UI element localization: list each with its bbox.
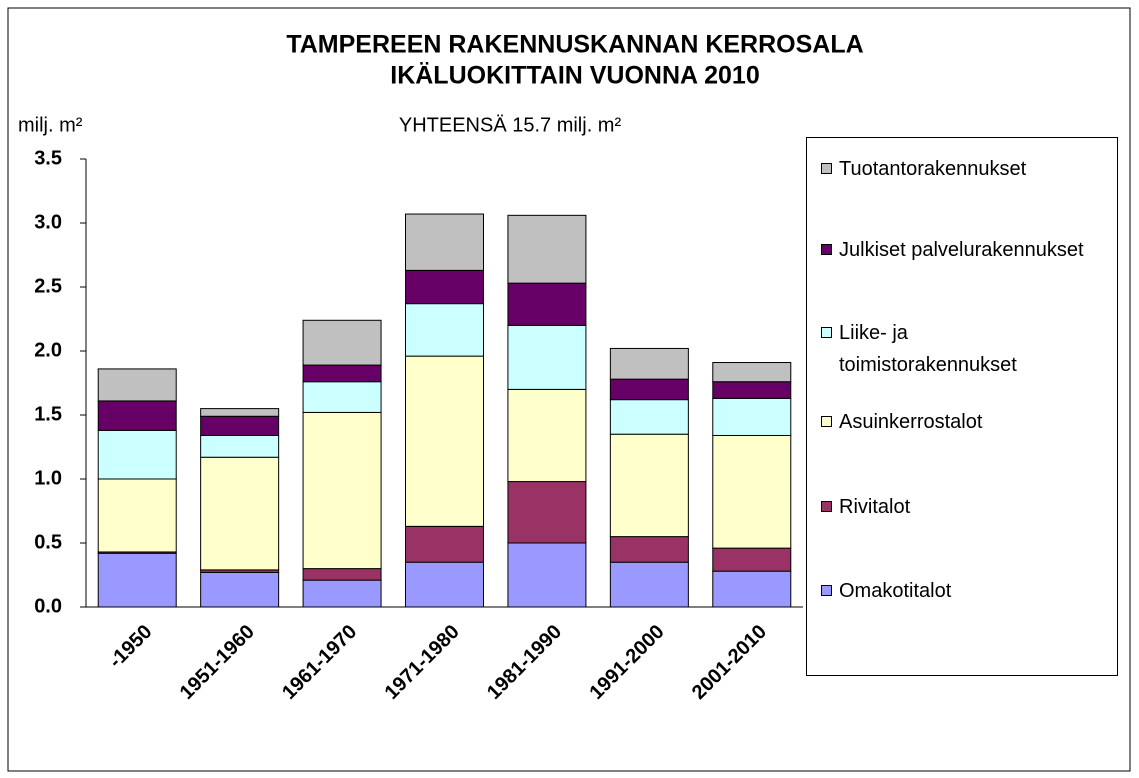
bar-segment — [712, 381, 792, 399]
y-axis-label: milj. m² — [18, 114, 83, 136]
legend-swatch — [821, 501, 832, 512]
chart-title: IKÄLUOKITTAIN VUONNA 2010 — [390, 62, 759, 90]
bar-segment — [405, 525, 484, 563]
bar-segment — [302, 568, 382, 581]
bar-segment — [712, 397, 792, 436]
bar-segment — [97, 429, 177, 480]
bar-segment — [97, 552, 177, 608]
bar-segment — [405, 269, 484, 305]
bar-segment — [200, 408, 280, 417]
bar-segment — [609, 536, 689, 563]
bar-segment — [405, 561, 484, 608]
legend-entry: Tuotantorakennukset — [821, 153, 1089, 185]
legend-label: Julkiset palvelurakennukset — [839, 239, 1084, 261]
bar-segment — [405, 213, 484, 271]
y-tick-label: 2.0 — [34, 339, 62, 361]
bar-segment — [200, 571, 280, 608]
bar-segment — [507, 214, 587, 284]
bar-segment — [302, 319, 382, 366]
bar-segment — [712, 362, 792, 383]
bar-segment — [609, 399, 689, 435]
bar-segment — [507, 542, 587, 608]
bar-segment — [97, 400, 177, 431]
bar-segment — [712, 547, 792, 572]
legend-label: Omakotitalot — [839, 580, 952, 602]
legend-entry: Asuinkerrostalot — [821, 406, 1089, 438]
bar-segment — [609, 433, 689, 538]
legend-swatch — [821, 327, 832, 338]
legend-swatch — [821, 416, 832, 427]
bar-segment — [507, 388, 587, 483]
bar-segment — [97, 368, 177, 402]
y-tick-label: 3.5 — [34, 147, 62, 169]
y-tick-label: 3.0 — [34, 211, 62, 233]
y-tick-label: 0.0 — [34, 595, 62, 617]
bar-segment — [200, 415, 280, 436]
legend-entry: Julkiset palvelurakennukset — [821, 234, 1089, 266]
bar-segment — [712, 434, 792, 549]
legend-label: Tuotantorakennukset — [839, 158, 1027, 180]
legend-label: Asuinkerrostalot — [839, 411, 983, 433]
bar-segment — [302, 364, 382, 383]
bar-segment — [712, 570, 792, 608]
bar-segment — [200, 434, 280, 458]
y-tick-label: 0.5 — [34, 531, 62, 553]
chart-title: TAMPEREEN RAKENNUSKANNAN KERROSALA — [286, 31, 863, 59]
legend-entry: Liike- ja toimistorakennukset — [821, 317, 1089, 381]
bar-segment — [405, 303, 484, 357]
legend-swatch — [821, 244, 832, 255]
bar-segment — [507, 282, 587, 326]
bar-segment — [609, 561, 689, 608]
subtitle: YHTEENSÄ 15.7 milj. m² — [399, 114, 622, 136]
legend-swatch — [821, 585, 832, 596]
bar-segment — [405, 355, 484, 527]
bar-segment — [200, 456, 280, 571]
legend-label: Rivitalot — [839, 496, 911, 518]
bar-segment — [609, 347, 689, 380]
bar-segment — [609, 378, 689, 401]
y-tick-label: 2.5 — [34, 275, 62, 297]
bar-segment — [302, 381, 382, 413]
legend-label: Liike- ja toimistorakennukset — [839, 322, 1017, 376]
legend-swatch — [821, 163, 832, 174]
legend-entry: Rivitalot — [821, 491, 1089, 523]
legend-entry: Omakotitalot — [821, 575, 1089, 607]
bar-segment — [507, 324, 587, 390]
bar-segment — [302, 579, 382, 608]
legend: Tuotantorakennukset Julkiset palveluraken… — [806, 137, 1118, 676]
bar-segment — [302, 411, 382, 570]
bar-segment — [507, 481, 587, 544]
y-tick-label: 1.5 — [34, 403, 62, 425]
bar-segment — [97, 478, 177, 553]
y-tick-label: 1.0 — [34, 467, 62, 489]
